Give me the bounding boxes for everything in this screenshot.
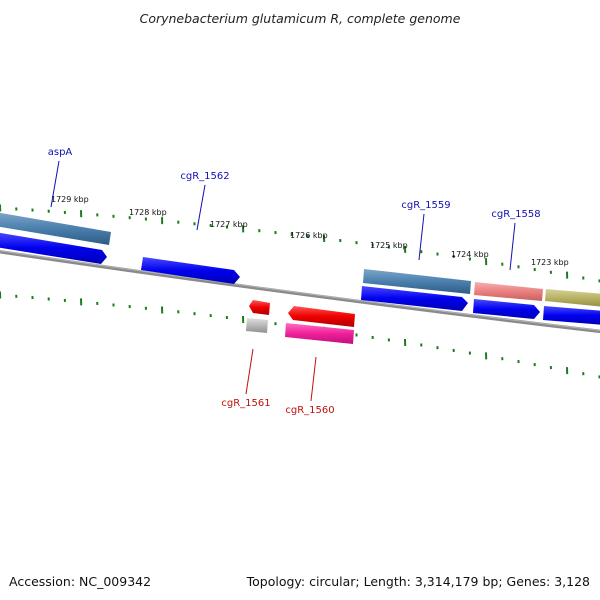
gene-feature-cgR_1558-outer[interactable]	[474, 282, 543, 301]
gene-feature-cgR_1558[interactable]	[473, 299, 540, 319]
genome-backbone	[0, 249, 600, 334]
gene-label-cgR_1562[interactable]: cgR_1562	[180, 171, 229, 182]
gene-label-cgR_1559-group: cgR_1559	[401, 200, 451, 261]
gene-feature-cgR_1561-small[interactable]	[249, 300, 270, 315]
gene-label-cgR_1561[interactable]: cgR_1561	[221, 398, 270, 409]
gene-feature-cgR_1561[interactable]	[246, 318, 268, 333]
accession-text: Accession: NC_009342	[9, 574, 151, 589]
feature-row-reverse	[246, 300, 355, 344]
inner-tick-row	[0, 291, 600, 379]
gene-label-cgR_1561-group: cgR_1561	[221, 348, 271, 409]
scale-label-1725: 1725 kbp	[370, 241, 408, 250]
gene-feature-cgR_1559[interactable]	[363, 269, 471, 294]
gene-feature-cgR_1560[interactable]	[288, 306, 355, 327]
scale-label-1728: 1728 kbp	[129, 208, 167, 217]
scale-label-1726: 1726 kbp	[290, 231, 328, 240]
gene-label-cgR_1560[interactable]: cgR_1560	[285, 405, 334, 416]
gene-label-cgR_1562-group: cgR_1562	[180, 171, 230, 231]
gene-feature-cgR_1560-cds[interactable]	[285, 323, 354, 344]
scale-label-1723: 1723 kbp	[531, 258, 569, 267]
scale-label-1724: 1724 kbp	[451, 250, 489, 259]
genome-summary-text: Topology: circular; Length: 3,314,179 bp…	[246, 574, 590, 589]
gene-feature-aspA-region[interactable]	[0, 212, 111, 245]
gene-label-cgR_1558[interactable]: cgR_1558	[491, 209, 540, 220]
scale-labels: 1729 kbp 1728 kbp 1727 kbp 1726 kbp 1725…	[51, 195, 569, 267]
gene-label-cgR_1558-group: cgR_1558	[491, 209, 541, 271]
gene-feature-cgR_1562[interactable]	[141, 257, 240, 284]
scale-label-1729: 1729 kbp	[51, 195, 89, 204]
gene-feature-olive[interactable]	[545, 289, 600, 307]
gene-label-cgR_1560-group: cgR_1560	[285, 356, 335, 416]
map-title: Corynebacterium glutamicum R, complete g…	[140, 11, 461, 26]
gene-feature-cgR_1559-cds[interactable]	[361, 286, 468, 311]
scale-label-1727: 1727 kbp	[210, 220, 248, 229]
gene-label-aspA-group: aspA	[48, 147, 73, 208]
gene-label-cgR_1559[interactable]: cgR_1559	[401, 200, 450, 211]
gene-feature-right-edge[interactable]	[543, 306, 600, 325]
feature-row-outer	[0, 212, 600, 307]
feature-row-inner	[0, 232, 600, 325]
gene-label-aspA[interactable]: aspA	[48, 147, 73, 158]
gene-feature-aspA[interactable]	[0, 232, 107, 264]
